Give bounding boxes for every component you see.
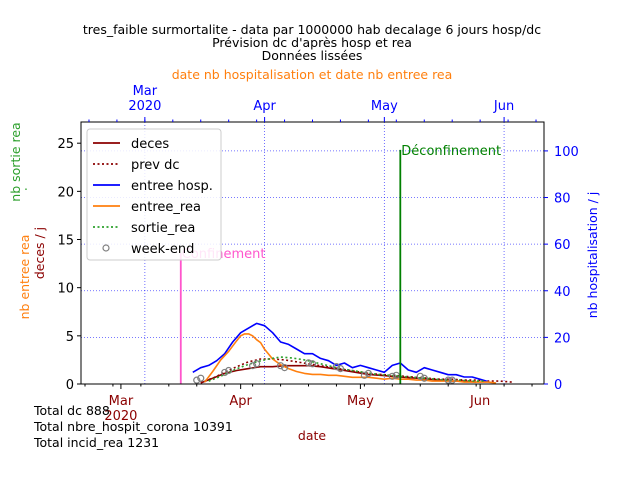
left-outer-axis-label: nb entree rea	[17, 235, 32, 320]
legend-marker	[102, 244, 110, 252]
series-week-end-point	[280, 364, 289, 372]
series-week-end-point	[197, 374, 205, 382]
top-axis-tick-label: May	[371, 99, 398, 114]
series-week-end-point	[308, 360, 317, 368]
chart-title-line-2: Prévision dc d'après hosp et rea	[212, 35, 412, 50]
total-rea: Total incid_rea 1231	[33, 435, 159, 450]
right-axis-tick-label: 100	[554, 145, 579, 160]
top-axis-tick-year: 2020	[128, 99, 161, 114]
legend-label: sortie_rea	[131, 221, 195, 236]
series-week-end-point	[336, 364, 345, 373]
bottom-axis-tick-label: Mar	[109, 394, 134, 409]
bottom-axis-tick-label: Apr	[229, 394, 252, 409]
right-axis-tick-label: 20	[554, 331, 571, 346]
left-axis-label: deces / j	[32, 227, 47, 279]
legend: deces prev dc entree hosp. entree_reasortie…	[86, 128, 222, 261]
top-axis-tick-label: Apr	[253, 99, 276, 114]
series-week-end-point	[253, 360, 261, 368]
legend-label: prev dc	[131, 158, 180, 173]
chart-title-line-1: tres_faible surmortalite - data par 1000…	[83, 22, 541, 37]
series-week-end-point	[448, 376, 456, 384]
series-week-end-point	[249, 362, 257, 370]
left-axis-tick-label: 20	[57, 185, 74, 200]
left-outer2-axis-label: nb sortie rea	[8, 122, 23, 201]
left-axis-tick-label: 25	[57, 137, 74, 152]
bottom-axis-tick-label: Jun	[469, 394, 490, 409]
legend-label: entree_rea	[131, 200, 201, 215]
series-week-end-point	[360, 371, 368, 379]
right-axis: 0 20 40 60 80 100	[544, 145, 579, 393]
top-axis-label: date nb hospitalisation et date nb entre…	[172, 67, 453, 82]
legend-box	[86, 128, 222, 261]
right-axis-tick-label: 80	[554, 192, 571, 207]
series-week-end-point	[444, 376, 452, 384]
bottom-axis-tick-year: 2020	[104, 409, 137, 424]
series-week-end-point	[221, 368, 229, 377]
total-dc: Total dc 888	[33, 403, 110, 418]
series-week-end-point	[332, 363, 341, 371]
left-axis-tick-label: 0	[66, 378, 74, 393]
top-axis-tick-label: Jun	[493, 99, 514, 114]
right-axis-tick-label: 60	[554, 238, 571, 253]
series-week-end-point	[193, 376, 201, 384]
series-week-end-point	[416, 372, 424, 380]
series-week-end-point	[392, 371, 400, 379]
series-sortie-rea-line	[208, 356, 485, 382]
series-week-end-point	[388, 372, 396, 380]
x-axis-label: date	[298, 428, 326, 443]
series-week-end-point	[364, 369, 372, 378]
series-entree-hosp-line	[192, 322, 489, 383]
left-outer2-axis-dot: .	[24, 178, 28, 193]
legend-label: week-end	[131, 242, 194, 257]
left-axis: 0 5 10 15 20 25	[57, 137, 81, 393]
annotation-label: Déconfinement	[401, 144, 501, 159]
series-week-end-point	[225, 366, 233, 375]
series-layer	[192, 322, 513, 384]
legend-label: entree hosp.	[131, 179, 213, 194]
series-entree-rea-line	[204, 333, 497, 384]
grid-lines	[81, 122, 544, 384]
right-axis-label: nb hospitalisation / j	[585, 192, 600, 319]
total-hospit: Total nbre_hospit_corona 10391	[33, 419, 233, 434]
left-axis-tick-label: 5	[66, 330, 74, 345]
right-axis-tick-label: 0	[554, 378, 562, 393]
series-week-end-point	[276, 362, 285, 370]
legend-label: deces	[131, 137, 169, 152]
right-axis-tick-label: 40	[554, 285, 571, 300]
top-axis-tick-label: Mar	[133, 84, 158, 99]
bottom-axis-tick-label: May	[347, 394, 374, 409]
chart-title-line-3: Données lissées	[262, 48, 363, 63]
series-week-end-point	[304, 359, 313, 367]
left-axis-tick-label: 15	[57, 234, 74, 249]
series-week-end-point	[420, 374, 428, 382]
left-axis-tick-label: 10	[57, 282, 74, 297]
